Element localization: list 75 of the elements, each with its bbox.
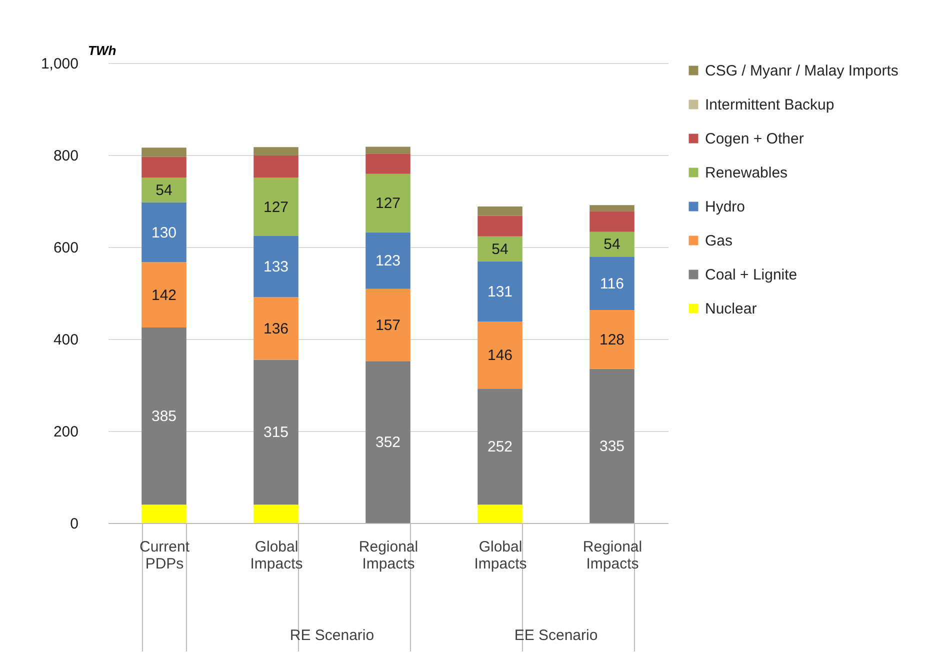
bar bbox=[478, 206, 522, 216]
data-label: 146 bbox=[487, 347, 513, 364]
data-label: 128 bbox=[599, 331, 625, 348]
data-label: 116 bbox=[600, 275, 624, 292]
x-tick-label: Global Impacts bbox=[250, 538, 303, 572]
bar bbox=[590, 256, 634, 310]
bar bbox=[478, 388, 522, 505]
legend-label: Hydro bbox=[705, 198, 746, 216]
bar bbox=[254, 155, 298, 178]
bar bbox=[366, 288, 410, 362]
data-label: 133 bbox=[263, 258, 289, 276]
data-label: 142 bbox=[151, 286, 177, 304]
data-label: 131 bbox=[487, 283, 513, 300]
bar bbox=[478, 236, 522, 262]
data-label: 157 bbox=[375, 316, 401, 334]
bar bbox=[142, 328, 186, 505]
y-tick-label: 200 bbox=[53, 424, 78, 440]
bar bbox=[142, 262, 186, 328]
legend-label: Renewables bbox=[705, 164, 788, 182]
bar bbox=[142, 156, 186, 178]
data-label: 127 bbox=[263, 198, 289, 216]
bar bbox=[478, 216, 522, 236]
bar bbox=[254, 178, 298, 236]
bar bbox=[478, 322, 522, 389]
bar bbox=[254, 236, 298, 298]
bar bbox=[590, 310, 634, 369]
bar bbox=[142, 504, 186, 523]
text: RE Scenario bbox=[290, 627, 374, 644]
data-label: 315 bbox=[263, 424, 289, 442]
bar bbox=[254, 147, 298, 156]
legend-label: Coal + Lignite bbox=[705, 266, 798, 284]
y-tick-label: 600 bbox=[53, 240, 78, 256]
x-tick-label: Regional Impacts bbox=[358, 538, 418, 572]
y-tick-label: 800 bbox=[53, 148, 78, 164]
data-label: 335 bbox=[599, 438, 625, 455]
x-tick-label: Regional Impacts bbox=[582, 538, 642, 572]
data-label: 252 bbox=[487, 438, 513, 456]
y-tick-label: 1,000 bbox=[40, 56, 78, 72]
legend-label: Cogen + Other bbox=[705, 130, 804, 148]
bar bbox=[478, 261, 522, 322]
legend-label: Gas bbox=[705, 232, 733, 250]
data-label: 136 bbox=[263, 320, 289, 338]
x-tick-label: Global Impacts bbox=[474, 538, 527, 572]
legend-label: Intermittent Backup bbox=[705, 96, 834, 114]
bar bbox=[254, 504, 298, 523]
legend-label: Nuclear bbox=[705, 300, 757, 318]
bar bbox=[254, 297, 298, 360]
bar bbox=[590, 205, 634, 212]
bar bbox=[254, 360, 298, 505]
data-label: 127 bbox=[375, 195, 401, 212]
y-tick-label: 400 bbox=[53, 332, 78, 348]
y-tick-label: 0 bbox=[70, 516, 78, 532]
data-label: 123 bbox=[375, 252, 401, 270]
text: EE Scenario bbox=[514, 627, 598, 644]
data-label: 385 bbox=[151, 408, 177, 426]
data-label: 130 bbox=[151, 224, 177, 242]
bar bbox=[366, 232, 410, 289]
x-tick-label: Current PDPs bbox=[139, 538, 190, 572]
legend-label: CSG / Myanr / Malay Imports bbox=[705, 62, 898, 80]
bar bbox=[142, 148, 186, 157]
bar bbox=[366, 146, 410, 154]
data-label: 54 bbox=[156, 182, 172, 199]
bar bbox=[142, 202, 186, 262]
data-label: 54 bbox=[492, 240, 508, 258]
bar bbox=[366, 174, 410, 232]
data-label: 54 bbox=[604, 236, 620, 254]
data-label: 352 bbox=[375, 434, 401, 452]
bar bbox=[366, 154, 410, 174]
bar bbox=[478, 504, 522, 523]
bar bbox=[590, 232, 634, 257]
bar bbox=[366, 361, 410, 523]
bar bbox=[590, 211, 634, 232]
bar bbox=[142, 178, 186, 202]
bar bbox=[590, 368, 634, 523]
y-axis-title: TWh bbox=[88, 43, 116, 58]
